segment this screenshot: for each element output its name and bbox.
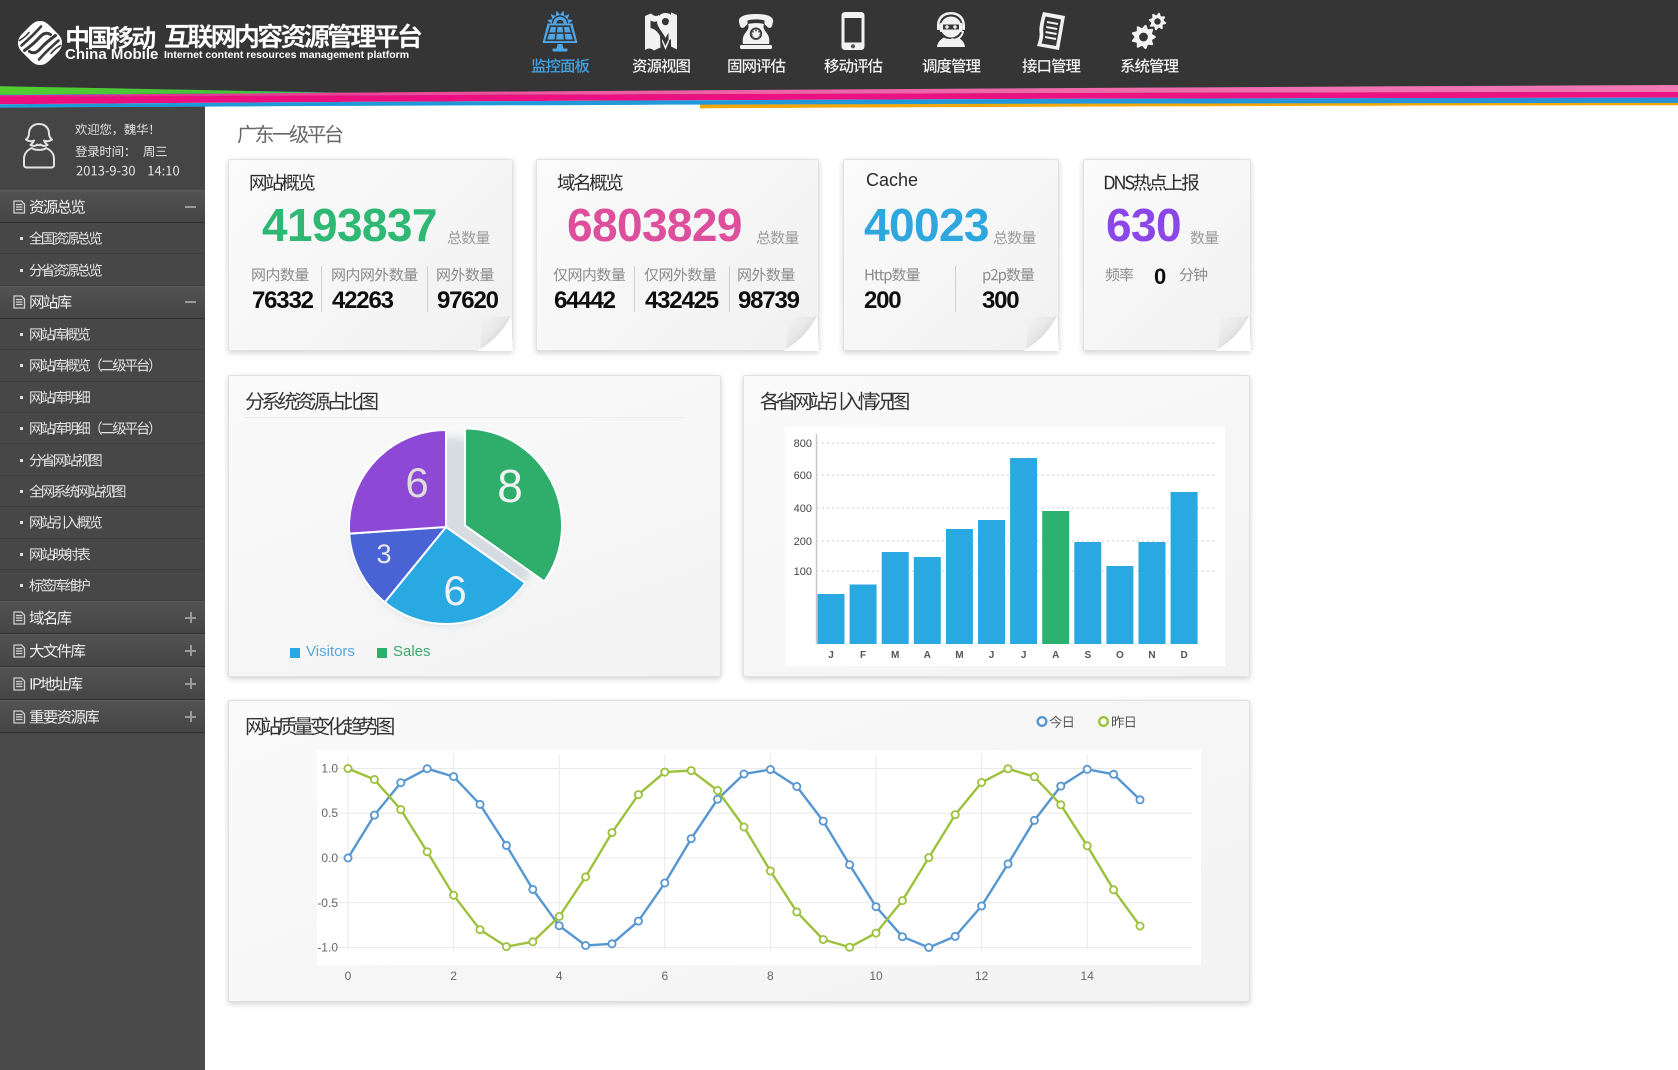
svg-text:400: 400 [794, 503, 812, 515]
svg-text:6: 6 [661, 969, 668, 983]
svg-text:0.0: 0.0 [321, 851, 338, 865]
svg-text:F: F [860, 650, 866, 661]
svg-text:4: 4 [556, 969, 563, 983]
svg-text:S: S [1084, 650, 1091, 661]
svg-text:J: J [1021, 650, 1027, 661]
svg-text:800: 800 [794, 438, 812, 450]
svg-text:10: 10 [869, 969, 883, 983]
svg-text:1.0: 1.0 [321, 762, 338, 776]
svg-text:0.5: 0.5 [321, 806, 338, 820]
svg-text:D: D [1180, 650, 1187, 661]
svg-text:8: 8 [767, 969, 774, 983]
svg-text:6: 6 [405, 459, 428, 506]
svg-text:14: 14 [1081, 969, 1095, 983]
svg-text:2: 2 [450, 969, 457, 983]
svg-text:O: O [1116, 650, 1124, 661]
svg-text:A: A [924, 650, 931, 661]
svg-text:A: A [1052, 650, 1059, 661]
svg-text:J: J [828, 650, 834, 661]
svg-text:200: 200 [794, 536, 812, 548]
svg-text:N: N [1148, 650, 1155, 661]
svg-text:12: 12 [975, 969, 989, 983]
svg-text:3: 3 [376, 539, 391, 569]
svg-text:8: 8 [497, 460, 523, 512]
svg-text:-1.0: -1.0 [317, 941, 338, 955]
svg-text:600: 600 [794, 470, 812, 482]
svg-text:100: 100 [794, 566, 812, 578]
svg-text:M: M [891, 650, 899, 661]
svg-text:-0.5: -0.5 [317, 896, 338, 910]
svg-text:M: M [955, 650, 963, 661]
svg-text:0: 0 [345, 969, 352, 983]
svg-text:J: J [989, 650, 995, 661]
svg-text:6: 6 [443, 567, 466, 614]
